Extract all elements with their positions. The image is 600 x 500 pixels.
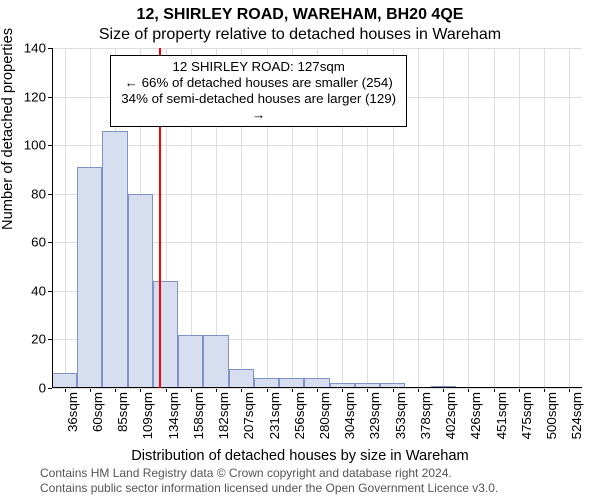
y-tick-label: 120 bbox=[24, 89, 52, 104]
figure: 12, SHIRLEY ROAD, WAREHAM, BH20 4QE Size… bbox=[0, 0, 600, 500]
x-tick-label: 256sqm bbox=[292, 388, 307, 439]
x-tick-label: 378sqm bbox=[418, 388, 433, 439]
histogram-bar bbox=[128, 194, 153, 388]
gridline-vertical bbox=[443, 48, 444, 388]
gridline-vertical bbox=[65, 48, 66, 388]
footer-attribution: Contains HM Land Registry data © Crown c… bbox=[40, 466, 580, 496]
y-tick-label: 80 bbox=[31, 186, 52, 201]
x-tick-label: 524sqm bbox=[569, 388, 584, 439]
plot-area: 36sqm60sqm85sqm109sqm134sqm158sqm182sqm2… bbox=[52, 48, 582, 388]
x-tick-label: 134sqm bbox=[166, 388, 181, 439]
y-tick-label: 140 bbox=[24, 41, 52, 56]
gridline-vertical bbox=[494, 48, 495, 388]
histogram-bar bbox=[52, 373, 77, 388]
x-tick-label: 207sqm bbox=[241, 388, 256, 439]
histogram-bar bbox=[153, 281, 178, 388]
x-tick-label: 36sqm bbox=[65, 388, 80, 432]
x-tick-label: 231sqm bbox=[267, 388, 282, 439]
footer-line-1: Contains HM Land Registry data © Crown c… bbox=[40, 466, 580, 481]
y-axis-label: Number of detached properties bbox=[0, 28, 16, 230]
gridline-horizontal bbox=[52, 145, 582, 146]
y-tick-label: 60 bbox=[31, 235, 52, 250]
x-tick-label: 85sqm bbox=[115, 388, 130, 432]
x-tick-label: 475sqm bbox=[519, 388, 534, 439]
x-axis bbox=[52, 387, 582, 388]
histogram-bar bbox=[203, 335, 228, 388]
x-tick-label: 280sqm bbox=[317, 388, 332, 439]
x-tick-label: 451sqm bbox=[494, 388, 509, 439]
x-tick-label: 500sqm bbox=[544, 388, 559, 439]
y-tick-label: 0 bbox=[39, 381, 52, 396]
annotation-line: ← 66% of detached houses are smaller (25… bbox=[117, 75, 400, 91]
gridline-vertical bbox=[569, 48, 570, 388]
x-tick-label: 109sqm bbox=[140, 388, 155, 439]
gridline-vertical bbox=[418, 48, 419, 388]
histogram-bar bbox=[102, 131, 127, 388]
footer-line-2: Contains public sector information licen… bbox=[40, 481, 580, 496]
y-axis bbox=[52, 48, 53, 388]
x-tick-label: 158sqm bbox=[191, 388, 206, 439]
annotation-box: 12 SHIRLEY ROAD: 127sqm← 66% of detached… bbox=[110, 55, 407, 127]
gridline-horizontal bbox=[52, 48, 582, 49]
annotation-line: 34% of semi-detached houses are larger (… bbox=[117, 91, 400, 123]
histogram-bar bbox=[229, 369, 254, 388]
chart-subtitle: Size of property relative to detached ho… bbox=[0, 26, 600, 44]
chart-title: 12, SHIRLEY ROAD, WAREHAM, BH20 4QE bbox=[0, 6, 600, 24]
x-tick-label: 60sqm bbox=[90, 388, 105, 432]
histogram-bar bbox=[77, 167, 102, 388]
gridline-vertical bbox=[544, 48, 545, 388]
y-tick-label: 40 bbox=[31, 283, 52, 298]
annotation-line: 12 SHIRLEY ROAD: 127sqm bbox=[117, 59, 400, 75]
x-tick-label: 402sqm bbox=[443, 388, 458, 439]
gridline-vertical bbox=[519, 48, 520, 388]
gridline-vertical bbox=[468, 48, 469, 388]
x-tick-label: 329sqm bbox=[367, 388, 382, 439]
x-axis-label: Distribution of detached houses by size … bbox=[0, 448, 600, 464]
gridline-horizontal bbox=[52, 388, 582, 389]
histogram-bar bbox=[178, 335, 203, 388]
y-tick-label: 20 bbox=[31, 332, 52, 347]
x-tick-label: 426sqm bbox=[468, 388, 483, 439]
y-tick-label: 100 bbox=[24, 138, 52, 153]
x-tick-label: 304sqm bbox=[342, 388, 357, 439]
x-tick-label: 182sqm bbox=[216, 388, 231, 439]
x-tick-label: 353sqm bbox=[393, 388, 408, 439]
